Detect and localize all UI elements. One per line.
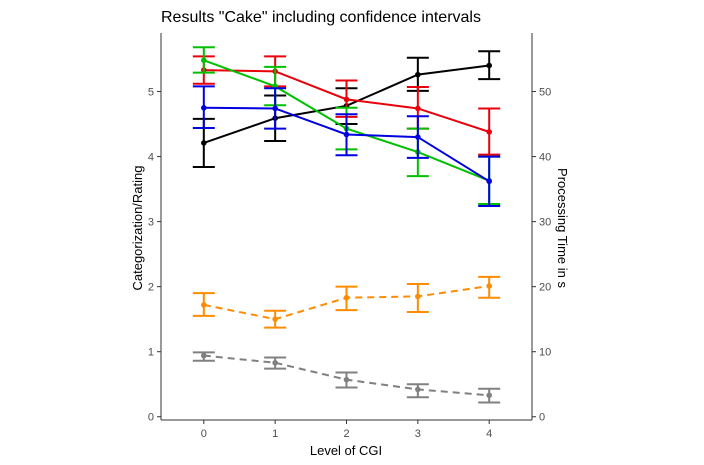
data-point <box>486 129 492 135</box>
y-axis-label: Categorization/Rating <box>130 165 145 290</box>
x-tick-label: 4 <box>486 428 492 440</box>
data-point <box>486 62 492 69</box>
data-point <box>415 293 421 300</box>
data-point <box>486 283 492 289</box>
y2-tick-label: 0 <box>539 412 545 424</box>
y2-tick-label: 20 <box>539 282 551 294</box>
x-tick-label: 1 <box>272 428 278 440</box>
y-tick-label: 5 <box>148 87 154 99</box>
series-3 <box>192 85 501 208</box>
y-tick-label: 3 <box>148 217 154 229</box>
y2-tick-label: 50 <box>539 87 551 99</box>
y-tick-label: 2 <box>148 282 154 294</box>
data-point <box>415 71 421 78</box>
y-tick-label: 1 <box>148 347 154 359</box>
data-point <box>201 352 207 359</box>
data-point <box>486 392 492 399</box>
data-point <box>201 302 207 308</box>
y-tick-label: 4 <box>148 152 154 164</box>
y2-tick-label: 10 <box>539 347 551 359</box>
y2-tick-label: 40 <box>539 152 551 164</box>
x-axis-label: Level of CGI <box>310 443 382 458</box>
x-tick-label: 0 <box>201 428 207 440</box>
data-point <box>201 57 207 64</box>
chart-title: Results "Cake" including confidence inte… <box>161 9 481 26</box>
data-point <box>272 105 278 112</box>
y-tick-label: 0 <box>148 412 154 424</box>
data-point <box>343 294 350 301</box>
data-point <box>343 376 350 383</box>
x-tick-label: 2 <box>343 428 349 440</box>
series-layer <box>192 46 501 404</box>
data-point <box>415 386 421 393</box>
y2-tick-label: 30 <box>539 217 551 229</box>
x-tick-label: 3 <box>415 428 421 440</box>
data-point <box>486 178 492 185</box>
series-4 <box>192 275 501 329</box>
data-point <box>415 105 421 112</box>
data-point <box>343 96 350 103</box>
data-point <box>415 134 421 140</box>
data-point <box>201 104 207 111</box>
data-point <box>272 359 278 366</box>
data-point <box>201 140 207 146</box>
data-point <box>272 316 278 322</box>
series-5 <box>192 351 501 404</box>
data-point <box>343 131 350 138</box>
y2-axis-label: Processing Time in s <box>555 168 570 288</box>
